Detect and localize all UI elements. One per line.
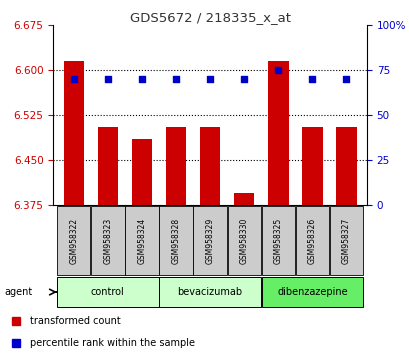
Text: dibenzazepine: dibenzazepine: [276, 287, 347, 297]
Bar: [131, 139, 152, 205]
Point: [104, 76, 111, 82]
Text: GSM958326: GSM958326: [307, 218, 316, 264]
FancyBboxPatch shape: [295, 206, 328, 275]
Text: control: control: [91, 287, 124, 297]
Point: [70, 76, 77, 82]
Text: agent: agent: [4, 287, 32, 297]
Text: GSM958323: GSM958323: [103, 218, 112, 264]
Bar: [200, 127, 220, 205]
FancyBboxPatch shape: [159, 206, 192, 275]
Point: [240, 76, 247, 82]
Bar: [267, 61, 288, 205]
Text: GSM958325: GSM958325: [273, 218, 282, 264]
FancyBboxPatch shape: [57, 278, 158, 307]
Text: GSM958329: GSM958329: [205, 218, 214, 264]
Point: [308, 76, 315, 82]
FancyBboxPatch shape: [193, 206, 226, 275]
Text: percentile rank within the sample: percentile rank within the sample: [30, 338, 195, 348]
FancyBboxPatch shape: [227, 206, 260, 275]
Point: [207, 76, 213, 82]
Bar: [335, 127, 356, 205]
Text: GSM958328: GSM958328: [171, 218, 180, 264]
Text: GSM958322: GSM958322: [69, 218, 78, 264]
FancyBboxPatch shape: [159, 278, 260, 307]
Bar: [234, 193, 254, 205]
Title: GDS5672 / 218335_x_at: GDS5672 / 218335_x_at: [129, 11, 290, 24]
Text: GSM958330: GSM958330: [239, 217, 248, 264]
Text: GSM958324: GSM958324: [137, 218, 146, 264]
FancyBboxPatch shape: [125, 206, 158, 275]
FancyBboxPatch shape: [261, 278, 362, 307]
Bar: [165, 127, 186, 205]
FancyBboxPatch shape: [329, 206, 362, 275]
Point: [138, 76, 145, 82]
Point: [172, 76, 179, 82]
Text: GSM958327: GSM958327: [341, 218, 350, 264]
Bar: [97, 127, 118, 205]
Text: transformed count: transformed count: [30, 316, 121, 326]
Text: bevacizumab: bevacizumab: [177, 287, 242, 297]
FancyBboxPatch shape: [261, 206, 294, 275]
FancyBboxPatch shape: [57, 206, 90, 275]
Bar: [63, 61, 84, 205]
FancyBboxPatch shape: [91, 206, 124, 275]
Point: [274, 67, 281, 73]
Point: [342, 76, 349, 82]
Bar: [301, 127, 322, 205]
